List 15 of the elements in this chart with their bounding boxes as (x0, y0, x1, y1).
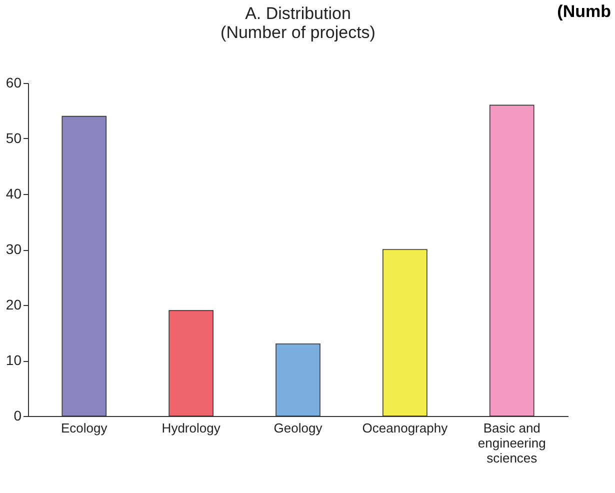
x-tick-label: Hydrology (162, 420, 221, 436)
x-tick-label: Geology (274, 420, 323, 436)
y-tick-label: 50 (6, 130, 22, 146)
x-tick-label: Oceanography (362, 420, 448, 436)
y-tick-label: 30 (6, 241, 22, 257)
y-tick-label: 40 (6, 186, 22, 202)
x-tick-label: Ecology (61, 420, 108, 436)
chart-title: A. Distribution (245, 4, 351, 23)
y-tick-label: 10 (6, 352, 22, 368)
x-tick-label: Basic and engineering sciences (478, 420, 546, 466)
y-tick-label: 0 (14, 408, 22, 424)
text: (Numb (557, 2, 611, 22)
y-tick-label: 20 (6, 296, 22, 312)
chart-subtitle: (Number of projects) (220, 23, 376, 42)
y-tick-label: 60 (6, 74, 22, 90)
